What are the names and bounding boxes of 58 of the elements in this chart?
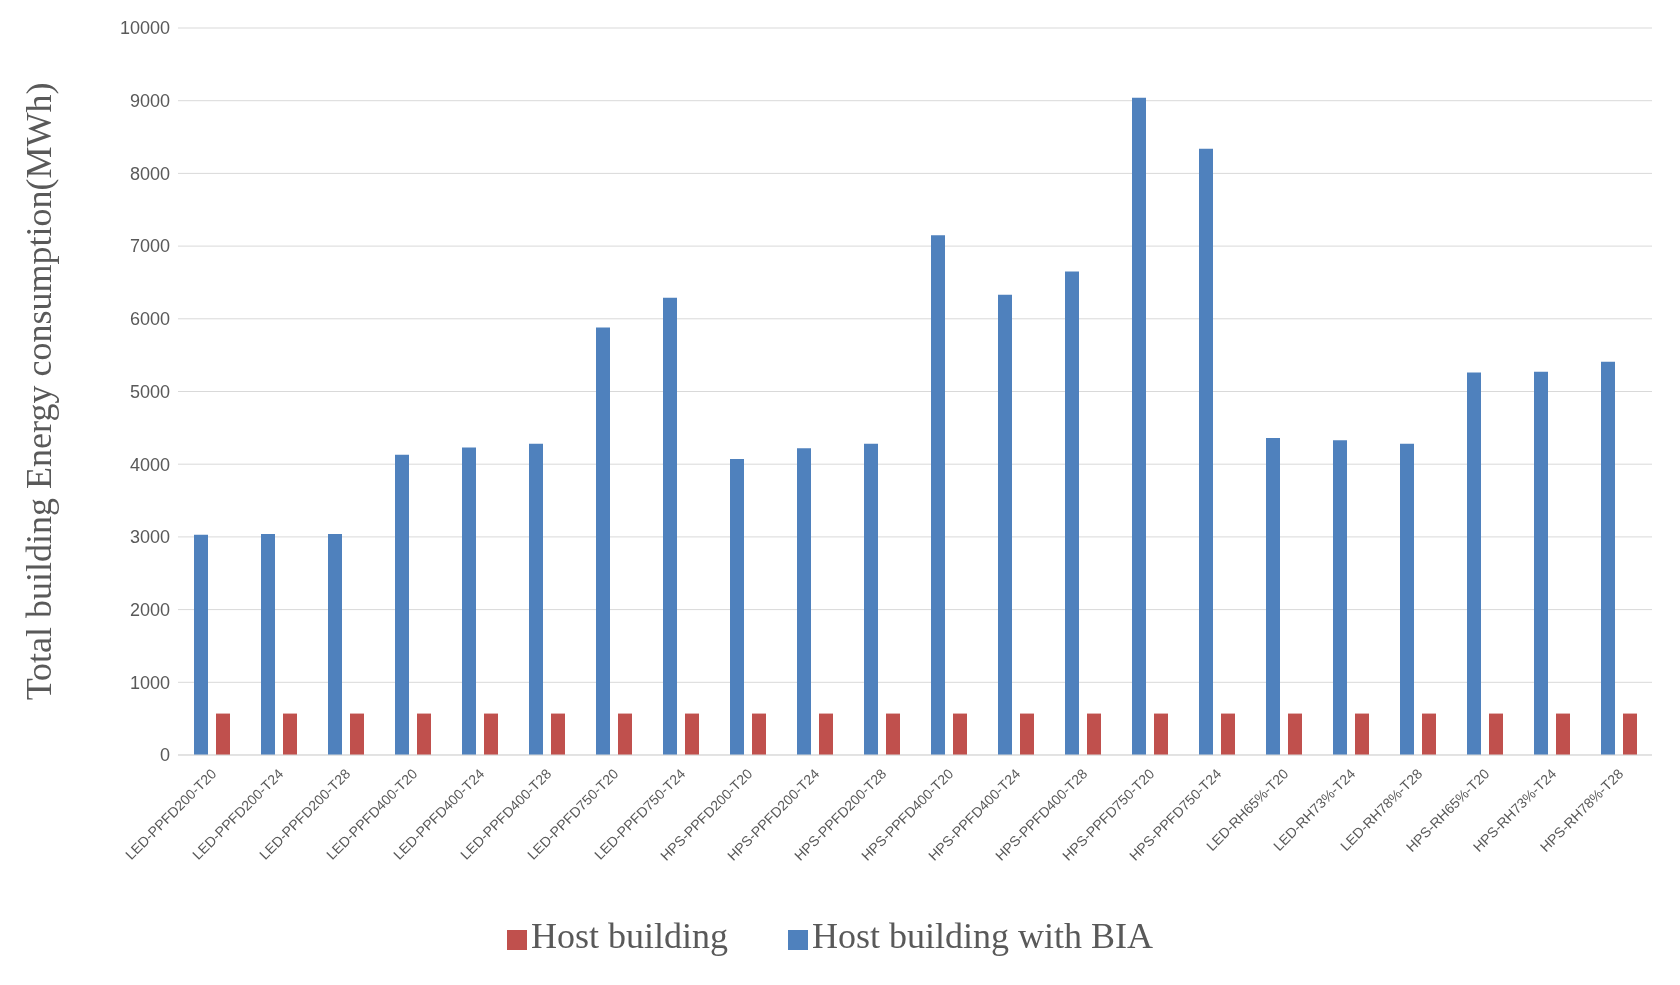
bar [1154,713,1168,755]
bar [596,327,610,755]
y-tick-label: 9000 [129,91,170,112]
bar [864,443,878,755]
bar [1199,148,1213,755]
y-tick-label: 10000 [119,18,170,39]
bar [216,713,230,755]
bar [752,713,766,755]
bar [797,448,811,755]
y-tick-label: 2000 [129,599,170,620]
y-tick-label: 5000 [129,381,170,402]
bar [1266,438,1280,755]
bar [1132,97,1146,755]
bar [931,235,945,755]
bar [998,294,1012,755]
bar [1400,443,1414,755]
bar [484,713,498,755]
bar [1534,371,1548,755]
bar [417,713,431,755]
bar [1288,713,1302,755]
y-tick-label: 8000 [129,163,170,184]
y-tick-label: 6000 [129,309,170,330]
legend-label: Host building with BIA [812,916,1154,956]
bar [1333,440,1347,755]
bar [261,533,275,755]
bar [663,297,677,755]
bar [395,454,409,755]
bar [1087,713,1101,755]
bar [1467,372,1481,755]
bar [1601,361,1615,755]
bar [730,459,744,755]
bar [529,443,543,755]
bar [1355,713,1369,755]
bar [953,713,967,755]
bar [462,447,476,755]
bar [1623,713,1637,755]
bar [1065,271,1079,755]
bar [1556,713,1570,755]
bar [886,713,900,755]
legend-label: Host building [530,916,728,956]
bar [685,713,699,755]
bar [1221,713,1235,755]
y-axis-title: Total building Energy consumption(MWh) [18,82,59,701]
y-tick-label: 3000 [129,527,170,548]
bar [819,713,833,755]
y-tick-label: 7000 [129,236,170,257]
y-tick-label: 1000 [129,672,170,693]
bar [194,534,208,755]
bar [1020,713,1034,755]
bar [618,713,632,755]
y-tick-label: 4000 [129,454,170,475]
bar [551,713,565,755]
bar [283,713,297,755]
y-tick-label: 0 [159,745,170,766]
bar [1422,713,1436,755]
bar [328,533,342,755]
bar [1489,713,1503,755]
bar [350,713,364,755]
